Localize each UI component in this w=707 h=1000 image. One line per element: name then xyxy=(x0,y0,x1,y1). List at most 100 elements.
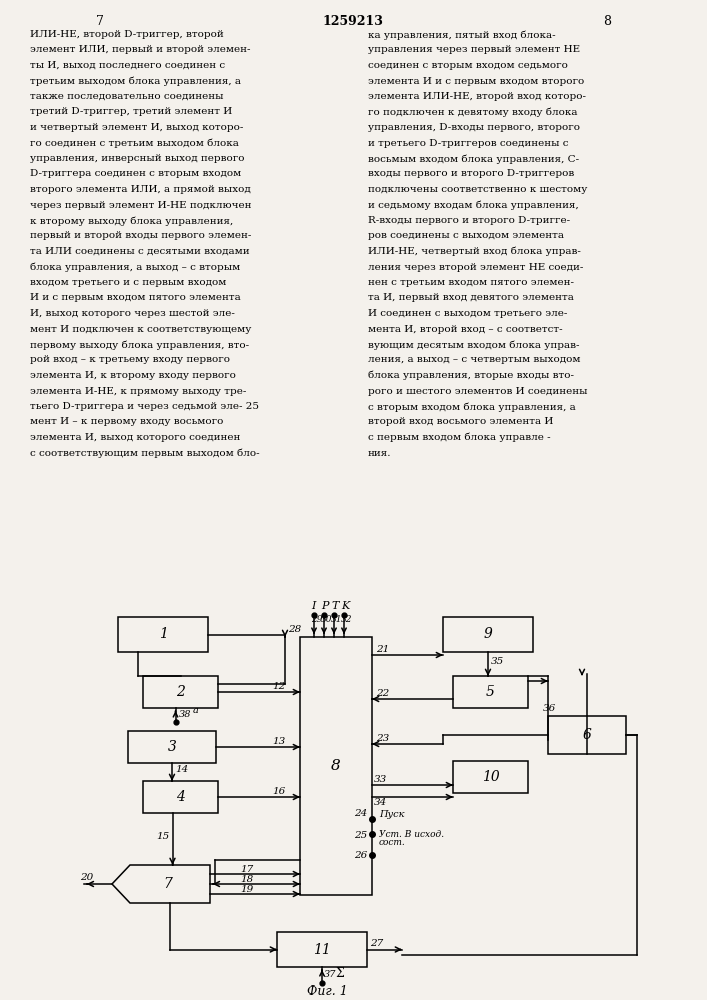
Text: 26: 26 xyxy=(354,851,367,860)
Text: управления, D-входы первого, второго: управления, D-входы первого, второго xyxy=(368,123,580,132)
Text: рой вход – к третьему входу первого: рой вход – к третьему входу первого xyxy=(30,356,230,364)
Text: ИЛИ-НЕ, четвертый вход блока управ-: ИЛИ-НЕ, четвертый вход блока управ- xyxy=(368,247,581,256)
Text: та ИЛИ соединены с десятыми входами: та ИЛИ соединены с десятыми входами xyxy=(30,247,250,256)
Text: также последовательно соединены: также последовательно соединены xyxy=(30,92,223,101)
Text: третьим выходом блока управления, а: третьим выходом блока управления, а xyxy=(30,77,241,86)
Text: 36: 36 xyxy=(543,704,556,713)
Text: R-входы первого и второго D-тригге-: R-входы первого и второго D-тригге- xyxy=(368,216,570,225)
Text: рого и шестого элементов И соединены: рого и шестого элементов И соединены xyxy=(368,386,588,395)
Text: T: T xyxy=(331,601,339,611)
Text: 37: 37 xyxy=(324,970,337,979)
Text: мент И подключен к соответствующему: мент И подключен к соответствующему xyxy=(30,324,252,334)
Text: 31: 31 xyxy=(331,615,342,624)
Text: 28: 28 xyxy=(288,624,301,634)
Text: I: I xyxy=(311,601,315,611)
Text: и четвертый элемент И, выход которо-: и четвертый элемент И, выход которо- xyxy=(30,123,243,132)
Text: 17: 17 xyxy=(240,865,253,874)
Text: 12: 12 xyxy=(272,682,285,691)
Text: 3: 3 xyxy=(168,740,177,754)
Text: мент И – к первому входу восьмого: мент И – к первому входу восьмого xyxy=(30,418,223,426)
Text: элемента И-НЕ, к прямому выходу тре-: элемента И-НЕ, к прямому выходу тре- xyxy=(30,386,246,395)
Text: 34: 34 xyxy=(374,798,387,807)
Bar xyxy=(143,781,218,813)
Text: 6: 6 xyxy=(583,728,592,742)
Text: го соединен с третьим выходом блока: го соединен с третьим выходом блока xyxy=(30,138,239,148)
Text: K: K xyxy=(341,601,349,611)
Text: соединен с вторым входом седьмого: соединен с вторым входом седьмого xyxy=(368,61,568,70)
Text: 23: 23 xyxy=(376,734,390,743)
Text: с соответствующим первым выходом бло-: с соответствующим первым выходом бло- xyxy=(30,448,259,458)
Text: 18: 18 xyxy=(240,875,253,884)
Text: элемента И и с первым входом второго: элемента И и с первым входом второго xyxy=(368,77,584,86)
Text: второго элемента ИЛИ, а прямой выход: второго элемента ИЛИ, а прямой выход xyxy=(30,185,251,194)
Text: Σ: Σ xyxy=(335,967,344,980)
Text: та И, первый вход девятого элемента: та И, первый вход девятого элемента xyxy=(368,294,574,302)
Text: блока управления, а выход – с вторым: блока управления, а выход – с вторым xyxy=(30,262,240,272)
Text: a: a xyxy=(192,706,199,715)
Bar xyxy=(453,761,528,793)
Text: первому выходу блока управления, вто-: первому выходу блока управления, вто- xyxy=(30,340,249,350)
Text: И и с первым входом пятого элемента: И и с первым входом пятого элемента xyxy=(30,294,241,302)
Text: ты И, выход последнего соединен с: ты И, выход последнего соединен с xyxy=(30,61,225,70)
Text: P: P xyxy=(321,601,329,611)
Polygon shape xyxy=(112,865,210,903)
Text: вующим десятым входом блока управ-: вующим десятым входом блока управ- xyxy=(368,340,580,350)
Text: 32: 32 xyxy=(341,615,353,624)
Text: 19: 19 xyxy=(240,885,253,894)
Text: 9: 9 xyxy=(484,628,493,642)
Bar xyxy=(443,617,533,652)
Text: 1259213: 1259213 xyxy=(322,15,383,28)
Text: го подключен к девятому входу блока: го подключен к девятому входу блока xyxy=(368,107,578,117)
Text: и седьмому входам блока управления,: и седьмому входам блока управления, xyxy=(368,200,579,210)
Bar xyxy=(277,932,367,967)
Text: И соединен с выходом третьего эле-: И соединен с выходом третьего эле- xyxy=(368,309,568,318)
Text: 22: 22 xyxy=(376,689,390,698)
Text: элемента ИЛИ-НЕ, второй вход которо-: элемента ИЛИ-НЕ, второй вход которо- xyxy=(368,92,586,101)
Text: 27: 27 xyxy=(370,940,383,948)
Text: входы первого и второго D-триггеров: входы первого и второго D-триггеров xyxy=(368,169,574,178)
Text: с вторым входом блока управления, а: с вторым входом блока управления, а xyxy=(368,402,575,412)
Bar xyxy=(300,637,372,895)
Text: тьего D-триггера и через седьмой эле- 25: тьего D-триггера и через седьмой эле- 25 xyxy=(30,402,259,411)
Text: подключены соответственно к шестому: подключены соответственно к шестому xyxy=(368,185,588,194)
Text: ления, а выход – с четвертым выходом: ления, а выход – с четвертым выходом xyxy=(368,356,580,364)
Text: элемента И, к второму входу первого: элемента И, к второму входу первого xyxy=(30,371,236,380)
Text: D-триггера соединен с вторым входом: D-триггера соединен с вторым входом xyxy=(30,169,241,178)
Text: 4: 4 xyxy=(176,790,185,804)
Text: 20: 20 xyxy=(80,873,93,882)
Text: 8: 8 xyxy=(331,759,341,773)
Text: с первым входом блока управле -: с первым входом блока управле - xyxy=(368,433,551,442)
Text: блока управления, вторые входы вто-: блока управления, вторые входы вто- xyxy=(368,371,574,380)
Bar xyxy=(548,716,626,754)
Text: сост.: сост. xyxy=(379,838,406,847)
Text: 2: 2 xyxy=(176,685,185,699)
Text: 29: 29 xyxy=(311,615,322,624)
Text: 13: 13 xyxy=(272,737,285,746)
Text: ния.: ния. xyxy=(368,448,392,458)
Text: 16: 16 xyxy=(272,787,285,796)
Bar xyxy=(128,731,216,763)
Text: третий D-триггер, третий элемент И: третий D-триггер, третий элемент И xyxy=(30,107,233,116)
Text: 25: 25 xyxy=(354,831,367,840)
Text: управления, инверсный выход первого: управления, инверсный выход первого xyxy=(30,154,245,163)
Text: мента И, второй вход – с соответст-: мента И, второй вход – с соответст- xyxy=(368,324,563,334)
Text: 14: 14 xyxy=(175,765,188,774)
Text: второй вход восьмого элемента И: второй вход восьмого элемента И xyxy=(368,418,554,426)
Text: 33: 33 xyxy=(374,775,387,784)
Text: восьмым входом блока управления, C-: восьмым входом блока управления, C- xyxy=(368,154,579,163)
Text: через первый элемент И-НЕ подключен: через первый элемент И-НЕ подключен xyxy=(30,200,252,210)
Text: нен с третьим входом пятого элемен-: нен с третьим входом пятого элемен- xyxy=(368,278,574,287)
Text: 11: 11 xyxy=(313,942,331,956)
Text: 15: 15 xyxy=(156,832,170,841)
Text: ров соединены с выходом элемента: ров соединены с выходом элемента xyxy=(368,232,564,240)
Text: первый и второй входы первого элемен-: первый и второй входы первого элемен- xyxy=(30,232,252,240)
Text: 8: 8 xyxy=(603,15,611,28)
Text: 38: 38 xyxy=(178,710,191,719)
Text: 5: 5 xyxy=(486,685,495,699)
Text: Фиг. 1: Фиг. 1 xyxy=(307,985,347,998)
Text: И, выход которого через шестой эле-: И, выход которого через шестой эле- xyxy=(30,309,235,318)
Bar xyxy=(118,617,208,652)
Text: 35: 35 xyxy=(491,657,504,666)
Text: элемента И, выход которого соединен: элемента И, выход которого соединен xyxy=(30,433,240,442)
Text: 1: 1 xyxy=(158,628,168,642)
